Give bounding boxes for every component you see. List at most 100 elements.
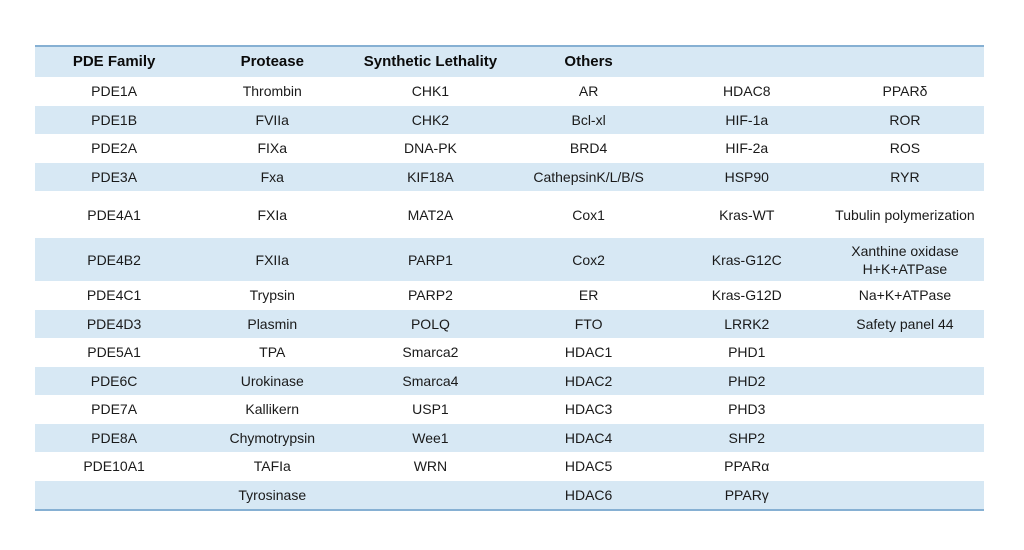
table-cell: Urokinase bbox=[240, 372, 304, 389]
table-cell bbox=[351, 481, 509, 510]
table-cell: Fxa bbox=[260, 168, 284, 185]
table-cell: HIF-1a bbox=[725, 111, 769, 128]
table-cell: HDAC1 bbox=[564, 344, 613, 361]
table-cell: Kras-G12D bbox=[711, 287, 782, 304]
table-cell: ROR bbox=[889, 111, 921, 128]
table-row: PDE4D3 Plasmin POLQ FTO LRRK2 Safety panel 44 bbox=[35, 309, 984, 338]
table-cell: FXIa bbox=[257, 206, 288, 223]
table-cell bbox=[826, 481, 984, 510]
table-cell: HDAC8 bbox=[723, 83, 771, 100]
table-cell: PPARα bbox=[724, 458, 770, 475]
table-cell: TPA bbox=[259, 344, 286, 361]
table-cell: MAT2A bbox=[407, 206, 454, 223]
table-cell: PDE1B bbox=[91, 111, 138, 128]
table-cell: PDE6C bbox=[90, 372, 138, 389]
table-header-cell bbox=[668, 47, 826, 77]
table-cell: LRRK2 bbox=[724, 315, 770, 332]
table-cell: Bcl-xl bbox=[571, 111, 606, 128]
table-row: PDE10A1 TAFIa WRN HDAC5 PPARα bbox=[35, 452, 984, 481]
table-cell bbox=[826, 338, 984, 367]
table-cell: Chymotrypsin bbox=[229, 429, 316, 446]
table-header-cell: PDE Family bbox=[72, 53, 156, 70]
table-cell: HIF-2a bbox=[725, 140, 769, 157]
table-cell bbox=[826, 424, 984, 453]
table-cell: CHK1 bbox=[411, 83, 450, 100]
table-cell: PDE2A bbox=[91, 140, 138, 157]
table-cell: HDAC5 bbox=[564, 458, 613, 475]
table-cell: Cox2 bbox=[572, 251, 605, 268]
table-cell: PHD2 bbox=[728, 372, 766, 389]
table-header-cell: Synthetic Lethality bbox=[363, 53, 498, 70]
table-cell: Tyrosinase bbox=[238, 486, 307, 503]
table-row: PDE3A Fxa KIF18A CathepsinK/L/B/S HSP90 RYR bbox=[35, 162, 984, 191]
table-cell: PDE4B2 bbox=[87, 251, 141, 268]
table-cell: HDAC3 bbox=[564, 401, 613, 418]
table-cell: FVIIa bbox=[255, 111, 289, 128]
table-cell: USP1 bbox=[412, 401, 449, 418]
table-cell: Kallikern bbox=[245, 401, 300, 418]
table-cell: ER bbox=[578, 287, 599, 304]
table-cell: POLQ bbox=[410, 315, 450, 332]
table-cell: RYR bbox=[890, 168, 920, 185]
table-row: PDE6C Urokinase Smarca4 HDAC2 PHD2 bbox=[35, 366, 984, 396]
table-cell: ROS bbox=[889, 140, 921, 157]
table-cell: WRN bbox=[413, 458, 448, 475]
table-cell: PDE4C1 bbox=[86, 287, 142, 304]
table-row: PDE5A1 TPA Smarca2 HDAC1 PHD1 bbox=[35, 338, 984, 367]
table-cell: PDE8A bbox=[91, 429, 138, 446]
table-cell: Kras-WT bbox=[719, 206, 775, 223]
table-header-cell: Protease bbox=[240, 53, 304, 70]
table-row: PDE4C1 Trypsin PARP2 ER Kras-G12D Na+K+ATPase bbox=[35, 281, 984, 310]
table-cell: Wee1 bbox=[412, 429, 449, 446]
table-cell: PHD3 bbox=[728, 401, 766, 418]
table-cell: FTO bbox=[574, 315, 603, 332]
table-cell bbox=[826, 395, 984, 424]
table-cell: PDE4A1 bbox=[87, 206, 141, 223]
table-cell: SHP2 bbox=[728, 429, 766, 446]
table-row: PDE4A1 FXIa MAT2A Cox1 Kras-WT Tubulin polyme… bbox=[35, 191, 984, 238]
table-cell: PHD1 bbox=[728, 344, 766, 361]
table-cell: Thrombin bbox=[242, 83, 302, 100]
table-row: PDE2A FIXa DNA-PK BRD4 HIF-2a ROS bbox=[35, 134, 984, 163]
table-cell: Smarca2 bbox=[402, 344, 459, 361]
table-cell: CathepsinK/L/B/S bbox=[533, 168, 644, 185]
table-cell: HSP90 bbox=[724, 168, 769, 185]
table-cell: Kras-G12C bbox=[711, 251, 782, 268]
table-cell: BRD4 bbox=[569, 140, 608, 157]
table-header-row: PDE Family Protease Synthetic Lethality Oth… bbox=[35, 47, 984, 77]
table-cell: PDE4D3 bbox=[86, 315, 142, 332]
table-cell: Safety panel 44 bbox=[856, 315, 954, 332]
table-cell: Xanthine oxidase H+K+ATPase bbox=[851, 242, 959, 277]
table-row: PDE1A Thrombin CHK1 AR HDAC8 PPARδ bbox=[35, 77, 984, 106]
table-cell: DNA-PK bbox=[403, 140, 457, 157]
table-cell: AR bbox=[578, 83, 599, 100]
table-cell: HDAC6 bbox=[564, 486, 613, 503]
table-header-cell bbox=[826, 47, 984, 77]
table-cell: FXIIa bbox=[255, 251, 289, 268]
table-header-cell: Others bbox=[564, 53, 613, 70]
table-cell: Na+K+ATPase bbox=[858, 287, 952, 304]
table-cell: PARP2 bbox=[407, 287, 453, 304]
table-cell: Cox1 bbox=[572, 206, 605, 223]
table-cell: HDAC4 bbox=[564, 429, 613, 446]
table-row: PDE7A Kallikern USP1 HDAC3 PHD3 bbox=[35, 395, 984, 424]
table-cell: PDE1A bbox=[91, 83, 138, 100]
table-row: PDE8A Chymotrypsin Wee1 HDAC4 SHP2 bbox=[35, 423, 984, 453]
table-cell: Trypsin bbox=[249, 287, 295, 304]
table-cell bbox=[35, 481, 193, 510]
table-cell: Smarca4 bbox=[402, 372, 459, 389]
table-cell: PDE10A1 bbox=[83, 458, 145, 475]
table-cell: HDAC2 bbox=[564, 372, 613, 389]
table-cell: KIF18A bbox=[407, 168, 454, 185]
pde-target-table: PDE Family Protease Synthetic Lethality Oth… bbox=[35, 45, 984, 511]
table-cell: PDE7A bbox=[91, 401, 138, 418]
table-cell: CHK2 bbox=[411, 111, 450, 128]
table-cell bbox=[826, 367, 984, 396]
table-cell: Tubulin polymerization bbox=[835, 206, 975, 223]
table-cell: PDE5A1 bbox=[87, 344, 141, 361]
table-row: Tyrosinase HDAC6 PPARγ bbox=[35, 480, 984, 510]
table-cell: Plasmin bbox=[247, 315, 298, 332]
table-cell: PPARγ bbox=[724, 486, 769, 503]
table-cell: PDE3A bbox=[91, 168, 138, 185]
table-cell: TAFIa bbox=[253, 458, 291, 475]
